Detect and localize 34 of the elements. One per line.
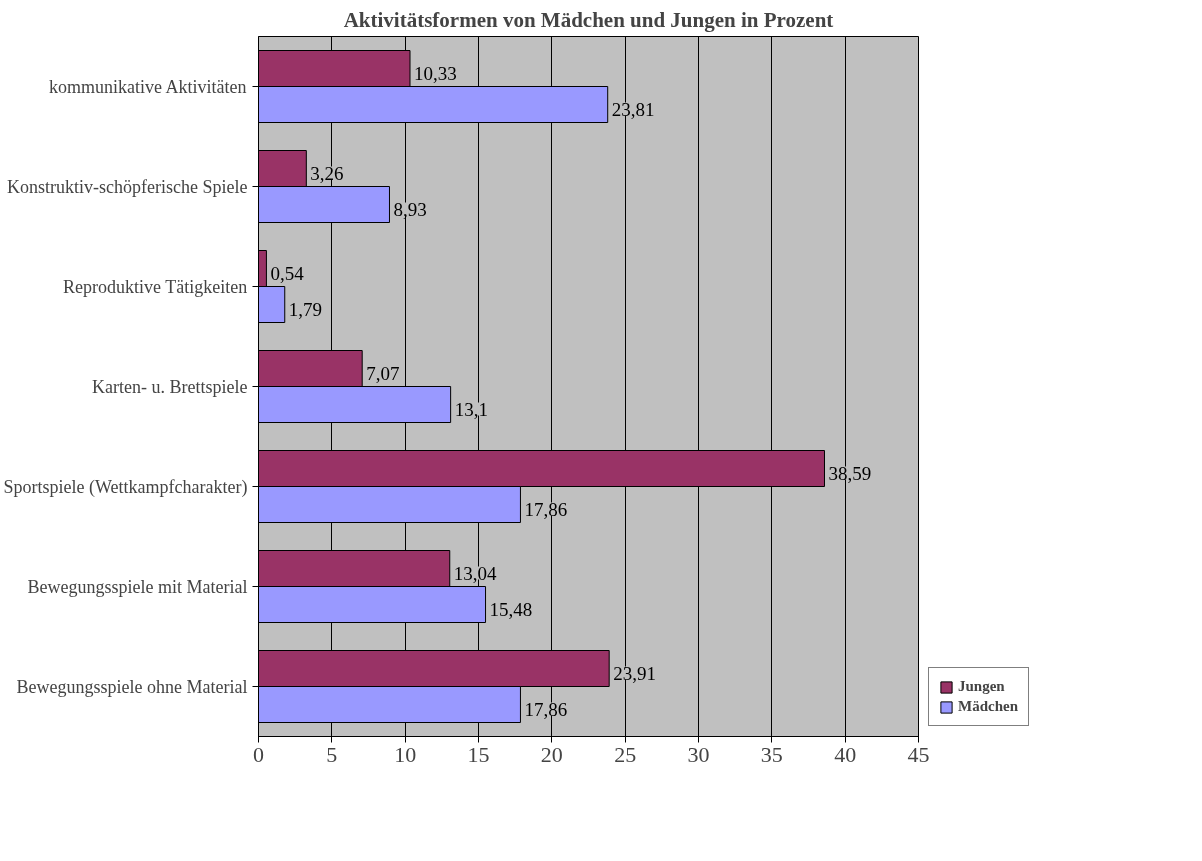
data-label: 8,93 (393, 198, 427, 220)
x-tick-label: 15 (467, 741, 490, 767)
x-tick-label: 30 (687, 741, 710, 767)
y-tick-label: kommunikative Aktivitäten (49, 76, 247, 97)
data-label: 23,91 (613, 662, 656, 684)
x-tick-label: 0 (253, 741, 264, 767)
x-tick-label: 10 (394, 741, 417, 767)
data-label: 38,59 (828, 462, 872, 484)
y-tick-label: Reproduktive Tätigkeiten (63, 276, 248, 297)
data-label: 17,86 (524, 498, 568, 520)
data-label: 23,81 (611, 98, 655, 120)
data-label: 7,07 (366, 362, 400, 384)
data-label: 3,26 (310, 162, 344, 184)
legend-label: Mädchen (958, 698, 1018, 715)
data-label: 15,48 (489, 598, 533, 620)
y-tick-label: Bewegungsspiele mit Material (27, 576, 248, 597)
x-tick-label: 35 (760, 741, 783, 767)
chart-title: Aktivitätsformen von Mädchen und Jungen in Prozent (343, 7, 834, 32)
x-tick-label: 20 (540, 741, 563, 767)
data-label: 17,86 (524, 698, 568, 720)
data-label: 1,79 (288, 298, 322, 320)
y-tick-label: Sportspiele (Wettkampfcharakter) (3, 476, 248, 498)
data-label: 13,04 (453, 562, 497, 584)
data-label: 13,1 (454, 398, 488, 420)
y-tick-label: Konstruktiv-schöpferische Spiele (7, 176, 248, 197)
legend-label: Jungen (958, 678, 1005, 695)
y-tick-label: Karten- u. Brettspiele (92, 376, 248, 397)
x-tick-label: 40 (834, 741, 857, 767)
y-tick-label: Bewegungsspiele ohne Material (16, 676, 248, 697)
x-tick-label: 45 (907, 741, 930, 767)
x-tick-label: 25 (614, 741, 637, 767)
data-label: 10,33 (414, 62, 457, 84)
data-label: 0,54 (270, 262, 305, 284)
x-tick-label: 5 (326, 741, 338, 767)
